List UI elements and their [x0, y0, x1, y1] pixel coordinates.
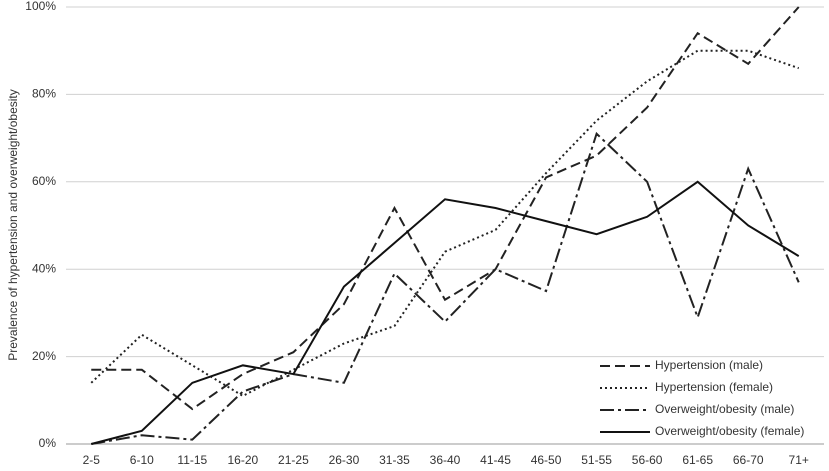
data-line	[91, 6, 800, 411]
y-tick-label: 20%	[32, 349, 56, 363]
y-tick-label: 0%	[39, 436, 57, 450]
x-tick-label: 16-20	[228, 453, 259, 467]
x-tick-label: 36-40	[430, 453, 461, 467]
x-tick-label: 71+	[789, 453, 809, 467]
y-tick-label: 40%	[32, 261, 56, 275]
data-line	[91, 180, 800, 445]
x-tick-label: 46-50	[531, 453, 562, 467]
legend-label: Hypertension (male)	[655, 358, 763, 372]
legend-label: Overweight/obesity (female)	[655, 424, 804, 438]
y-tick-label: 60%	[32, 174, 56, 188]
x-tick-label: 2-5	[83, 453, 101, 467]
x-tick-label: 26-30	[329, 453, 360, 467]
x-tick-label: 21-25	[278, 453, 309, 467]
x-tick-label: 51-55	[581, 453, 612, 467]
data-line	[91, 131, 800, 445]
legend-label: Hypertension (female)	[655, 380, 773, 394]
x-tick-label: 31-35	[379, 453, 410, 467]
y-tick-label: 80%	[32, 87, 56, 101]
y-tick-label: 100%	[25, 0, 56, 13]
data-line	[90, 49, 800, 398]
y-axis-label: Prevalence of hypertension and overweigh…	[6, 89, 20, 361]
x-tick-label: 66-70	[733, 453, 764, 467]
legend-label: Overweight/obesity (male)	[655, 402, 794, 416]
x-tick-label: 41-45	[480, 453, 511, 467]
x-tick-label: 11-15	[177, 453, 207, 467]
x-tick-label: 56-60	[632, 453, 663, 467]
x-tick-label: 6-10	[130, 453, 154, 467]
x-tick-label: 61-65	[682, 453, 713, 467]
